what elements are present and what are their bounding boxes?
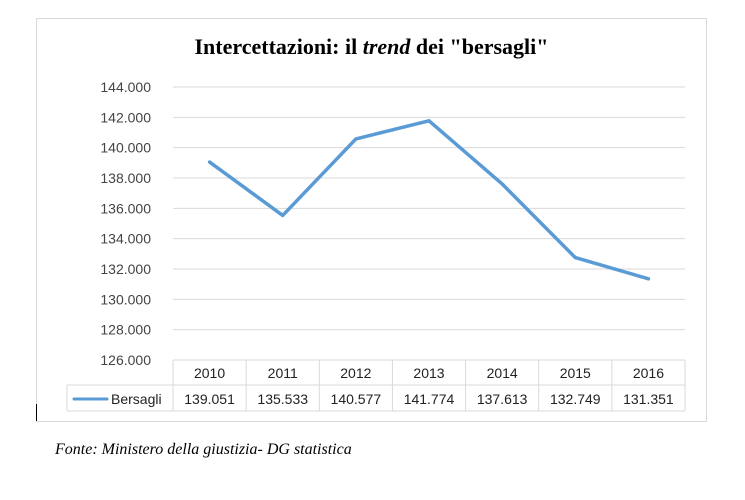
y-tick-label-0: 126.000 — [100, 352, 151, 368]
data-point-0-1 — [281, 213, 285, 217]
data-point-0-5 — [573, 256, 577, 260]
legend-label-0: Bersagli — [111, 391, 162, 407]
source-note: Fonte: Ministero della giustizia- DG sta… — [55, 441, 352, 458]
x-category-label-3: 2013 — [413, 365, 444, 381]
chart-title-suffix: dei "bersagli" — [410, 34, 549, 59]
y-tick-label-5: 136.000 — [100, 200, 151, 216]
data-label-0-1: 135.533 — [257, 391, 308, 407]
data-point-0-6 — [646, 277, 650, 281]
x-category-label-1: 2011 — [268, 365, 298, 381]
x-category-label-2: 2012 — [340, 365, 371, 381]
x-category-label-6: 2016 — [633, 365, 664, 381]
data-point-0-3 — [427, 119, 431, 123]
data-label-0-6: 131.351 — [623, 391, 674, 407]
x-category-label-4: 2014 — [487, 365, 518, 381]
data-label-0-4: 137.613 — [477, 391, 528, 407]
data-label-0-2: 140.577 — [331, 391, 382, 407]
left-edge-mark — [36, 404, 37, 421]
chart-title: Intercettazioni: il trend dei "bersagli" — [36, 34, 707, 60]
data-point-0-2 — [354, 137, 358, 141]
series-line-0 — [207, 119, 651, 281]
chart-title-prefix: Intercettazioni: il — [194, 34, 363, 59]
y-tick-label-2: 130.000 — [100, 291, 151, 307]
x-category-label-0: 2010 — [194, 365, 225, 381]
y-tick-label-6: 138.000 — [100, 170, 151, 186]
data-point-0-0 — [208, 160, 212, 164]
data-table: 2010 2011 2012 2013 2014 2015 2016 Bersagli 139.… — [66, 360, 686, 412]
y-tick-label-9: 144.000 — [100, 79, 151, 95]
y-tick-label-3: 132.000 — [100, 261, 151, 277]
chart-container — [36, 18, 707, 422]
y-tick-label-1: 128.000 — [100, 322, 151, 338]
data-label-0-3: 141.774 — [404, 391, 455, 407]
y-tick-label-4: 134.000 — [100, 231, 151, 247]
data-point-0-4 — [500, 182, 504, 186]
chart-title-emphasis: trend — [362, 34, 411, 59]
x-category-label-5: 2015 — [560, 365, 591, 381]
data-label-0-5: 132.749 — [550, 391, 601, 407]
y-tick-label-7: 140.000 — [100, 140, 151, 156]
data-label-0-0: 139.051 — [184, 391, 235, 407]
gridlines — [173, 86, 685, 361]
series-lines — [207, 119, 651, 281]
y-tick-label-8: 142.000 — [100, 109, 151, 125]
y-axis-tick-labels: 126.000 128.000 130.000 132.000 134.000 136.0… — [100, 79, 151, 368]
